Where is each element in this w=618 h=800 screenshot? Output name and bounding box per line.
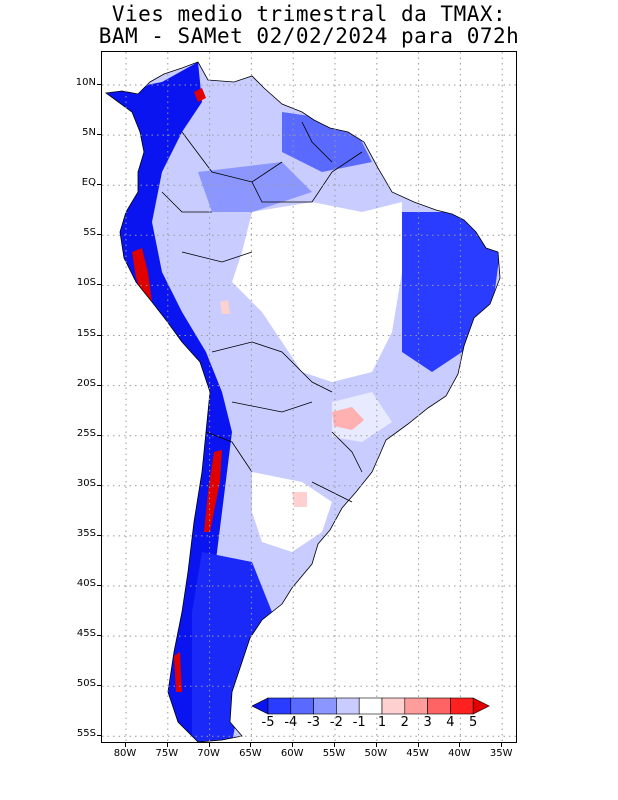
colorbar-box <box>404 697 428 715</box>
longitude-label: 35W <box>489 748 513 759</box>
latitude-tick <box>97 635 101 637</box>
colorbar-label: -4 <box>284 715 298 730</box>
longitude-tick <box>459 743 461 747</box>
colorbar-label: 2 <box>400 715 409 730</box>
longitude-label: 70W <box>197 748 220 759</box>
map-title-line2: BAM - SAMet 02/02/2024 para 072h <box>98 24 520 48</box>
colorbar-arrow-low <box>252 697 269 715</box>
longitude-label: 40W <box>448 748 471 759</box>
latitude-label: 20S <box>76 377 96 389</box>
hot-spot-andes-peru <box>132 248 152 304</box>
cold-patch-north <box>198 162 312 212</box>
colorbar-box <box>267 697 292 715</box>
latitude-label: 15S <box>76 327 96 339</box>
cold-region-patagonia <box>192 552 272 742</box>
hot-spot-patagonia <box>174 652 182 692</box>
colorbar-label: -5 <box>261 715 275 730</box>
hot-spot-colombia <box>194 88 206 102</box>
hot-spot-andes-chile <box>204 450 222 532</box>
latitude-label: 35S <box>76 527 96 539</box>
latitude-label: 5S <box>83 227 96 239</box>
longitude-label: 50W <box>364 748 388 759</box>
colorbar-label: 4 <box>446 715 455 730</box>
colorbar-box <box>358 697 383 715</box>
longitude-tick <box>208 743 210 747</box>
latitude-tick <box>97 334 101 336</box>
longitude-label: 45W <box>406 748 429 759</box>
longitude-tick <box>501 743 503 747</box>
warm-spot-argentina <box>292 492 307 507</box>
colorbar-label: -1 <box>352 715 366 730</box>
latitude-tick <box>97 685 101 687</box>
latitude-label: 10N <box>75 77 96 88</box>
colorbar-box <box>381 697 406 715</box>
cold-region-northeast <box>402 212 500 372</box>
latitude-tick <box>97 384 101 386</box>
latitude-label: 40S <box>76 578 96 589</box>
latitude-tick <box>97 284 101 286</box>
latitude-tick <box>97 534 101 536</box>
longitude-label: 75W <box>155 748 179 759</box>
latitude-label: 10S <box>76 277 96 289</box>
latitude-label: 30S <box>76 477 96 489</box>
longitude-label: 55W <box>322 748 346 759</box>
longitude-tick <box>375 743 377 747</box>
longitude-tick <box>125 743 126 747</box>
map-title-line1: Vies medio trimestral da TMAX: <box>111 2 507 26</box>
colorbar-label: -3 <box>307 715 321 730</box>
latitude-tick <box>97 585 101 586</box>
longitude-tick <box>334 743 335 747</box>
latitude-tick <box>97 735 101 737</box>
country-borders <box>105 61 501 742</box>
colorbar-box <box>313 697 337 715</box>
gridlines <box>102 52 516 742</box>
longitude-tick <box>250 743 252 747</box>
latitude-tick <box>97 84 101 85</box>
longitude-label: 60W <box>280 748 304 759</box>
longitude-tick <box>166 743 168 747</box>
latitude-label: 55S <box>76 728 96 740</box>
longitude-label: 65W <box>239 748 262 759</box>
colorbar-box <box>290 697 314 715</box>
latitude-tick <box>97 434 101 436</box>
warm-spot-bolivia <box>220 300 230 314</box>
latitude-label: 45S <box>76 628 96 640</box>
colorbar <box>252 697 490 715</box>
colorbar-arrow-high <box>472 697 490 715</box>
colorbar-box <box>427 697 451 715</box>
latitude-label: 25S <box>76 427 96 439</box>
colorbar-box <box>336 697 360 715</box>
latitude-label: 5N <box>82 127 96 139</box>
colorbar-label: 5 <box>469 715 478 730</box>
map-canvas <box>102 52 516 742</box>
latitude-tick <box>97 234 101 236</box>
neutral-region-south <box>252 472 332 552</box>
latitude-tick <box>97 134 101 136</box>
colorbar-label: 1 <box>377 715 387 730</box>
latitude-label: 50S <box>76 678 96 690</box>
latitude-tick <box>97 484 101 486</box>
longitude-label: 80W <box>113 748 137 759</box>
neutral-region <box>232 202 402 382</box>
colorbar-box <box>450 697 474 715</box>
colorbar-label: 3 <box>423 715 432 730</box>
colorbar-label: -2 <box>329 715 343 730</box>
latitude-tick <box>97 184 101 186</box>
warm-spot-paraguay <box>332 407 364 430</box>
longitude-tick <box>292 743 294 747</box>
map-frame <box>101 51 517 743</box>
longitude-tick <box>417 743 419 747</box>
latitude-label: EQ <box>81 177 96 189</box>
